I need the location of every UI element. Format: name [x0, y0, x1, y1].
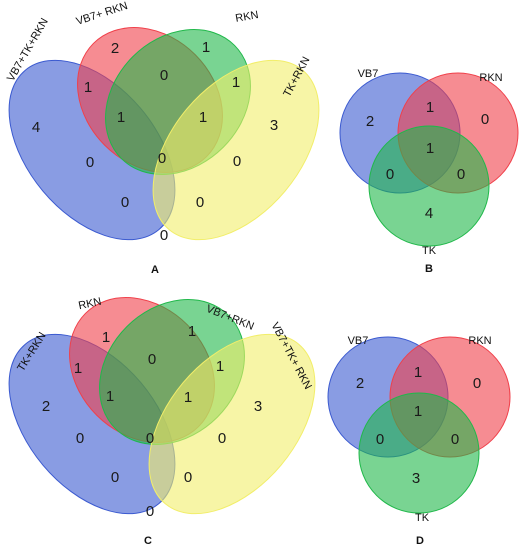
- venn-a-count-r6: 1: [84, 79, 92, 96]
- venn-a-count-r1: 2: [111, 40, 119, 57]
- venn-b-count-r3: 1: [426, 99, 434, 116]
- venn-a-count-r2: 1: [202, 39, 210, 56]
- venn-b-set-label-1: VB7: [358, 68, 379, 80]
- venn-a-count-r5: 0: [160, 67, 168, 84]
- venn-b-set-label-3: TK: [422, 245, 437, 257]
- venn-a-set-label-2: VB7+ RKN: [75, 0, 130, 28]
- venn-a-set-4: [152, 59, 320, 241]
- venn-b-set-3: [368, 125, 490, 247]
- venn-b-count-r1: 2: [366, 113, 374, 130]
- venn-c-count-r6: 1: [74, 360, 82, 377]
- venn-a-count-r15: 0: [160, 227, 168, 244]
- venn-a-count-r9: 0: [86, 154, 94, 171]
- venn-c-count-r13: 0: [111, 469, 119, 486]
- panel-b: VB7 RKN TK 2 0 1 4 0 0 1 B: [339, 68, 519, 275]
- venn-c-count-r14: 0: [184, 469, 192, 486]
- venn-c-count-r15: 0: [146, 503, 154, 520]
- venn-c-count-r9: 0: [76, 430, 84, 447]
- venn-d-count-r6: 0: [451, 431, 459, 448]
- venn-d-set-label-1: VB7: [348, 335, 369, 347]
- panel-d: VB7 RKN TK 2 0 1 3 0 0 1 D: [327, 335, 511, 547]
- panel-a-letter: A: [151, 264, 159, 276]
- venn-c-count-r12: 0: [146, 430, 154, 447]
- venn-c-count-r8: 1: [106, 388, 114, 405]
- venn-d-count-r5: 0: [376, 431, 384, 448]
- venn-a-count-r3: 3: [270, 117, 278, 134]
- venn-d-set-label-3: TK: [415, 512, 430, 524]
- venn-a-count-r7: 1: [232, 74, 240, 91]
- venn-a-count-r12: 0: [158, 150, 166, 167]
- venn-b-count-r6: 0: [457, 166, 465, 183]
- venn-b-count-r2: 0: [481, 111, 489, 128]
- venn-c-set-label-2: RKN: [77, 296, 102, 313]
- venn-a-count-r4: 4: [32, 119, 40, 136]
- venn-a-count-r8: 1: [117, 109, 125, 126]
- venn-c-count-r1: 1: [102, 329, 110, 346]
- panel-c-letter: C: [144, 535, 152, 547]
- venn-d-set-label-2: RKN: [468, 335, 491, 347]
- venn-b-set-label-2: RKN: [479, 72, 502, 84]
- venn-d-count-r1: 2: [356, 375, 364, 392]
- venn-c-count-r7: 1: [216, 358, 224, 375]
- venn-c-count-r11: 0: [218, 430, 226, 447]
- venn-c-set-4: [148, 333, 316, 515]
- venn-b-count-r5: 0: [386, 166, 394, 183]
- venn-c-count-r3: 3: [254, 398, 262, 415]
- venn-a-count-r10: 1: [199, 109, 207, 126]
- venn-a-set-label-3: RKN: [235, 9, 260, 25]
- venn-c-count-r10: 1: [184, 389, 192, 406]
- venn-d-count-r3: 1: [414, 364, 422, 381]
- venn-b-count-r7: 1: [426, 140, 434, 157]
- panel-d-letter: D: [416, 535, 424, 547]
- venn-c-count-r2: 1: [188, 323, 196, 340]
- venn-d-set-3: [358, 392, 480, 514]
- venn-a-count-r13: 0: [121, 194, 129, 211]
- panel-b-letter: B: [425, 263, 433, 275]
- venn-d-count-r2: 0: [473, 375, 481, 392]
- venn-a-count-r14: 0: [196, 194, 204, 211]
- venn-c-count-r5: 0: [148, 351, 156, 368]
- venn-d-count-r7: 1: [414, 403, 422, 420]
- venn-a-count-r11: 0: [233, 153, 241, 170]
- panel-a: VB7+TK+RKN VB7+ RKN RKN TK+RKN 2 1 3 4 0…: [5, 0, 320, 276]
- panel-c: TK+RKN RKN VB7+RKN VB7+TK+ RKN 1 1 3 2 0…: [8, 296, 316, 547]
- venn-c-count-r4: 2: [42, 398, 50, 415]
- venn-d-count-r4: 3: [412, 470, 420, 487]
- venn-b-count-r4: 4: [425, 205, 433, 222]
